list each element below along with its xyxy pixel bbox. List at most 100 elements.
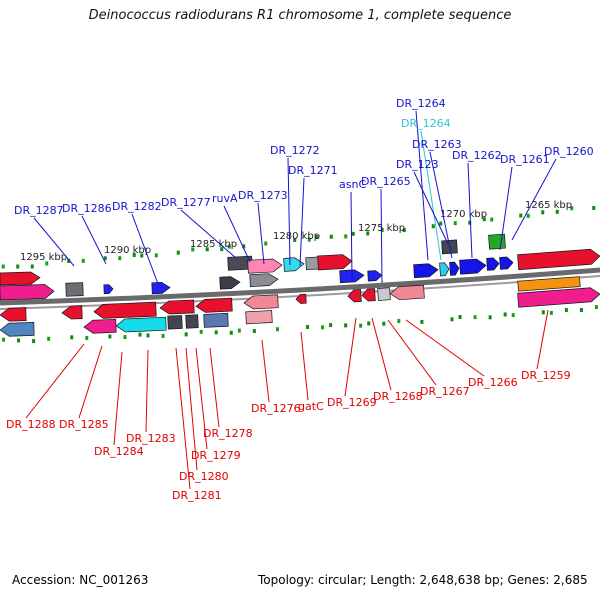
gene-arrow[interactable] <box>347 289 362 303</box>
tick-dot <box>503 312 507 317</box>
gene-arrow[interactable] <box>367 270 383 282</box>
gene-arrow[interactable] <box>61 305 83 320</box>
gene-arrow[interactable] <box>203 312 229 328</box>
gene-label-reverse: DR_1284 <box>94 445 144 458</box>
gene-arrow[interactable] <box>0 307 27 322</box>
gene-arrow[interactable] <box>295 293 307 304</box>
leader-line <box>195 347 208 450</box>
tick-dot <box>70 335 74 340</box>
gene-arrow[interactable] <box>488 233 506 250</box>
leader-line <box>185 347 198 471</box>
gene-label-reverse: DR_1267 <box>420 385 470 398</box>
leader-line <box>257 202 265 265</box>
tick-dot <box>351 231 355 236</box>
gene-arrow[interactable] <box>0 284 55 301</box>
sequence-title: Deinococcus radiodurans R1 chromosome 1,… <box>88 8 512 23</box>
tick-dot <box>555 209 559 214</box>
kbp-position-label: 1285 kbp <box>190 239 237 250</box>
gene-arrow[interactable] <box>83 318 117 334</box>
tick-dot <box>205 247 209 252</box>
gene-arrow[interactable] <box>151 282 171 295</box>
gene-arrow[interactable] <box>185 314 199 329</box>
gene-arrow[interactable] <box>499 256 514 270</box>
gene-arrow[interactable] <box>517 276 581 292</box>
gene-label-forward: asnC <box>339 178 366 191</box>
gene-arrow[interactable] <box>65 282 84 297</box>
gene-arrow[interactable] <box>413 263 439 279</box>
gene-arrow[interactable] <box>317 254 353 271</box>
gene-label-reverse: DR_1278 <box>203 427 253 440</box>
gene-arrow[interactable] <box>245 310 273 325</box>
gene-arrow[interactable] <box>449 261 460 276</box>
tick-dot <box>184 332 188 337</box>
gene-label-forward: DR_123 <box>396 158 439 171</box>
gene-arrow[interactable] <box>93 301 157 319</box>
tick-dot <box>306 324 310 329</box>
gene-label-reverse: DR_1281 <box>172 489 222 502</box>
gene-arrow[interactable] <box>361 288 376 302</box>
gene-arrow[interactable] <box>219 276 241 290</box>
tick-dot <box>380 228 384 233</box>
leader-line <box>350 191 353 281</box>
kbp-position-label: 1280 kbp <box>273 231 320 242</box>
leader-line <box>131 213 159 285</box>
leader-line <box>413 171 449 245</box>
tick-dot <box>402 228 406 233</box>
gene-label-reverse: DR_1269 <box>327 396 377 409</box>
leader-line <box>511 158 557 241</box>
tick-dot <box>592 205 596 210</box>
gene-label-forward: DR_1272 <box>270 144 320 157</box>
leader-line <box>415 110 429 261</box>
gene-arrow[interactable] <box>459 258 487 275</box>
chromosome-backbone <box>0 267 600 306</box>
gene-label-reverse: DR_1266 <box>468 376 518 389</box>
leader-line <box>145 349 149 433</box>
leader-line <box>33 217 75 267</box>
tick-dot <box>1 264 5 269</box>
tick-dot <box>431 224 435 229</box>
tick-dot <box>227 244 231 249</box>
tick-dot <box>344 323 348 328</box>
gene-arrow[interactable] <box>115 316 167 333</box>
gene-label-forward: DR_1286 <box>62 202 112 215</box>
leader-line <box>300 331 309 401</box>
gene-arrow[interactable] <box>247 258 283 274</box>
leader-line <box>420 130 442 261</box>
tick-dot <box>229 330 233 335</box>
leader-line <box>25 343 85 419</box>
leader-line <box>429 151 453 259</box>
tick-dot <box>329 234 333 239</box>
gene-arrow[interactable] <box>103 284 114 295</box>
gene-label-reverse: DR_1285 <box>59 418 109 431</box>
tick-dot <box>453 221 457 226</box>
gene-arrow[interactable] <box>249 273 279 288</box>
tick-dot <box>564 307 568 312</box>
tick-dot <box>154 253 158 258</box>
tick-dot <box>242 244 246 249</box>
leader-line <box>209 347 220 428</box>
gene-arrow[interactable] <box>486 257 500 271</box>
leader-line <box>299 177 305 267</box>
gene-arrow[interactable] <box>159 299 195 315</box>
gene-arrow[interactable] <box>0 271 41 286</box>
leader-line <box>223 205 251 263</box>
gene-arrow[interactable] <box>167 315 183 330</box>
accession-text: Accession: NC_001263 <box>12 573 149 587</box>
gene-arrow[interactable] <box>439 262 450 277</box>
gene-label-reverse: DR_1283 <box>126 432 176 445</box>
gene-arrow[interactable] <box>377 287 391 301</box>
gene-arrow[interactable] <box>517 248 600 271</box>
gene-label-reverse: DR_1280 <box>179 470 229 483</box>
tick-dot <box>108 334 112 339</box>
gene-arrow[interactable] <box>243 294 279 310</box>
tick-dot <box>420 319 424 324</box>
tick-dot <box>30 264 34 269</box>
gene-arrow[interactable] <box>389 284 425 301</box>
gene-arrow[interactable] <box>283 257 305 272</box>
gene-arrow[interactable] <box>517 287 600 308</box>
gene-label-forward: ruvA <box>212 192 238 205</box>
gene-arrow[interactable] <box>195 297 233 313</box>
tick-dot <box>511 313 515 318</box>
gene-arrow[interactable] <box>0 322 35 337</box>
